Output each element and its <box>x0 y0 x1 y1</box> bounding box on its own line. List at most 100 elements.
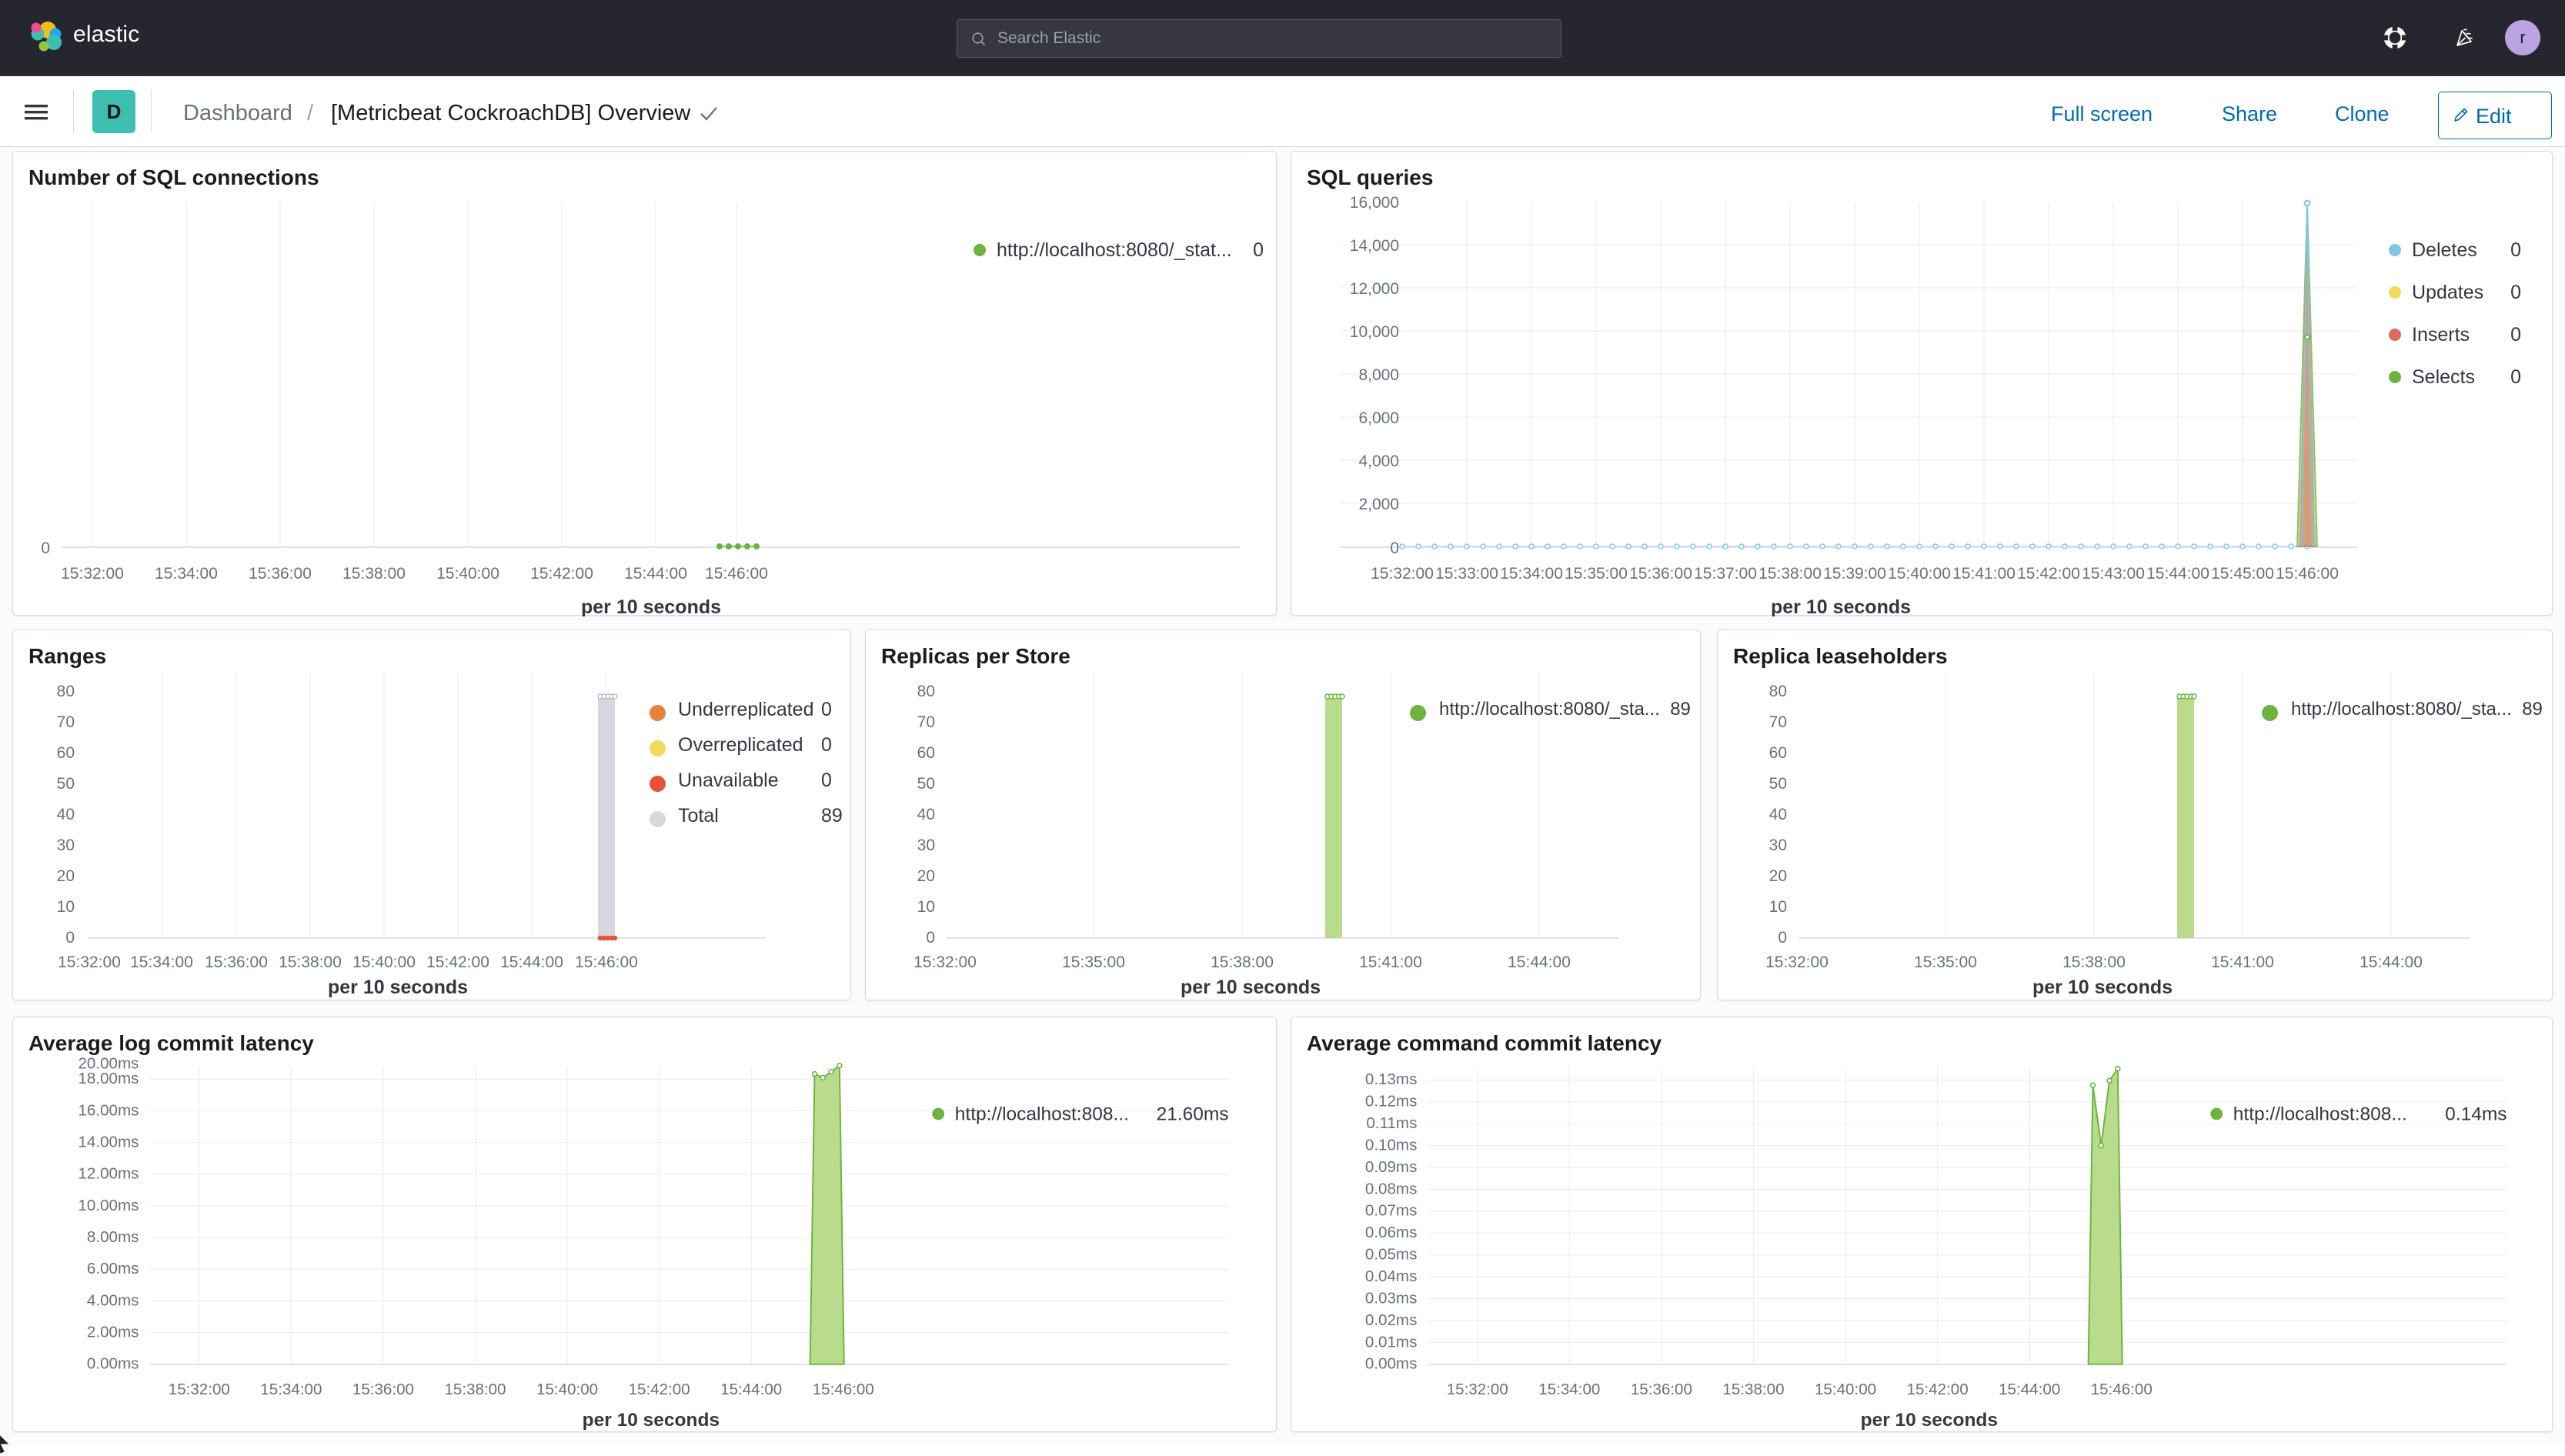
svg-text:0.14ms: 0.14ms <box>2445 1104 2507 1124</box>
svg-text:15:35:00: 15:35:00 <box>1914 953 1977 971</box>
svg-text:per 10 seconds: per 10 seconds <box>581 596 721 616</box>
svg-text:15:44:00: 15:44:00 <box>1999 1381 2060 1398</box>
svg-text:10,000: 10,000 <box>1350 323 1399 341</box>
svg-text:15:32:00: 15:32:00 <box>169 1381 230 1398</box>
svg-text:15:36:00: 15:36:00 <box>1629 565 1692 583</box>
svg-text:18.00ms: 18.00ms <box>78 1070 139 1087</box>
svg-text:4.00ms: 4.00ms <box>87 1291 139 1309</box>
svg-text:15:46:00: 15:46:00 <box>575 953 638 971</box>
svg-text:15:38:00: 15:38:00 <box>279 953 342 971</box>
svg-text:10: 10 <box>57 898 75 916</box>
svg-text:http://localhost:808...: http://localhost:808... <box>2233 1104 2407 1124</box>
svg-text:15:38:00: 15:38:00 <box>1211 953 1274 971</box>
svg-text:10: 10 <box>917 898 935 916</box>
svg-text:15:38:00: 15:38:00 <box>2062 953 2126 971</box>
svg-text:per 10 seconds: per 10 seconds <box>2032 977 2173 998</box>
svg-text:2.00ms: 2.00ms <box>87 1324 139 1341</box>
svg-text:per 10 seconds: per 10 seconds <box>583 1410 720 1431</box>
svg-text:15:38:00: 15:38:00 <box>1722 1381 1784 1398</box>
svg-text:0.04ms: 0.04ms <box>1365 1267 1417 1285</box>
svg-text:0.03ms: 0.03ms <box>1365 1289 1417 1307</box>
svg-text:15:34:00: 15:34:00 <box>130 953 193 971</box>
svg-text:15:38:00: 15:38:00 <box>1758 565 1822 583</box>
svg-text:0.13ms: 0.13ms <box>1365 1070 1417 1088</box>
svg-text:0: 0 <box>65 929 75 947</box>
svg-text:21.60ms: 21.60ms <box>1157 1104 1229 1124</box>
svg-text:Updates: Updates <box>2412 282 2483 303</box>
svg-text:30: 30 <box>1769 837 1787 854</box>
svg-text:15:40:00: 15:40:00 <box>1815 1381 1876 1398</box>
svg-text:70: 70 <box>1769 713 1787 731</box>
svg-text:10.00ms: 10.00ms <box>78 1197 139 1214</box>
svg-text:Inserts: Inserts <box>2412 324 2470 346</box>
svg-text:15:35:00: 15:35:00 <box>1565 565 1628 583</box>
svg-text:0.06ms: 0.06ms <box>1365 1224 1417 1241</box>
svg-text:20: 20 <box>57 867 75 885</box>
svg-text:15:32:00: 15:32:00 <box>61 565 124 583</box>
svg-text:50: 50 <box>57 775 75 793</box>
svg-text:15:46:00: 15:46:00 <box>2276 565 2339 583</box>
svg-text:0: 0 <box>2510 239 2521 261</box>
svg-text:15:39:00: 15:39:00 <box>1823 565 1886 583</box>
svg-text:30: 30 <box>917 837 935 854</box>
svg-text:20.00ms: 20.00ms <box>78 1055 139 1073</box>
svg-text:15:44:00: 15:44:00 <box>720 1381 782 1398</box>
svg-text:14.00ms: 14.00ms <box>78 1134 139 1151</box>
svg-text:15:44:00: 15:44:00 <box>500 953 563 971</box>
svg-text:15:32:00: 15:32:00 <box>1447 1381 1508 1398</box>
svg-text:8,000: 8,000 <box>1358 366 1399 384</box>
svg-text:70: 70 <box>917 713 935 731</box>
svg-text:16.00ms: 16.00ms <box>78 1101 139 1119</box>
svg-text:10: 10 <box>1769 898 1787 916</box>
svg-text:15:36:00: 15:36:00 <box>352 1381 414 1398</box>
svg-text:per 10 seconds: per 10 seconds <box>1861 1410 1998 1431</box>
svg-text:15:37:00: 15:37:00 <box>1694 565 1757 583</box>
svg-text:15:32:00: 15:32:00 <box>58 953 121 971</box>
svg-text:0.07ms: 0.07ms <box>1365 1202 1417 1220</box>
svg-text:15:34:00: 15:34:00 <box>155 565 218 583</box>
svg-text:0.11ms: 0.11ms <box>1366 1114 1417 1132</box>
svg-text:50: 50 <box>917 775 935 793</box>
svg-text:0.12ms: 0.12ms <box>1365 1093 1417 1110</box>
svg-text:0: 0 <box>2510 324 2521 346</box>
svg-text:0.02ms: 0.02ms <box>1365 1311 1417 1329</box>
svg-text:12.00ms: 12.00ms <box>78 1165 139 1183</box>
svg-text:15:32:00: 15:32:00 <box>1765 953 1829 971</box>
svg-text:15:46:00: 15:46:00 <box>2091 1381 2153 1398</box>
svg-text:15:44:00: 15:44:00 <box>2360 953 2423 971</box>
svg-text:0.00ms: 0.00ms <box>87 1355 139 1373</box>
svg-text:80: 80 <box>1769 683 1787 700</box>
svg-text:50: 50 <box>1769 775 1787 793</box>
svg-text:http://localhost:8080/_stat...: http://localhost:8080/_stat... <box>997 239 1232 261</box>
svg-text:15:41:00: 15:41:00 <box>1952 565 2016 583</box>
svg-text:60: 60 <box>917 744 935 762</box>
svg-text:0.08ms: 0.08ms <box>1365 1180 1417 1197</box>
svg-text:0.09ms: 0.09ms <box>1365 1158 1417 1176</box>
svg-text:15:44:00: 15:44:00 <box>2146 565 2209 583</box>
svg-text:20: 20 <box>1769 867 1787 885</box>
svg-text:15:42:00: 15:42:00 <box>530 565 593 583</box>
svg-text:12,000: 12,000 <box>1350 280 1399 298</box>
svg-text:0: 0 <box>2510 366 2521 388</box>
svg-text:15:38:00: 15:38:00 <box>342 565 406 583</box>
svg-text:6.00ms: 6.00ms <box>87 1260 139 1277</box>
svg-text:4,000: 4,000 <box>1358 452 1399 470</box>
svg-text:15:44:00: 15:44:00 <box>624 565 687 583</box>
svg-text:80: 80 <box>917 683 935 700</box>
svg-text:15:33:00: 15:33:00 <box>1435 565 1498 583</box>
svg-text:40: 40 <box>917 806 935 823</box>
svg-text:15:36:00: 15:36:00 <box>205 953 268 971</box>
svg-text:0.01ms: 0.01ms <box>1365 1333 1417 1351</box>
svg-text:0: 0 <box>2510 282 2521 303</box>
svg-text:Deletes: Deletes <box>2412 239 2477 261</box>
svg-text:http://localhost:808...: http://localhost:808... <box>955 1104 1129 1124</box>
svg-text:20: 20 <box>917 867 935 885</box>
svg-text:15:36:00: 15:36:00 <box>1631 1381 1692 1398</box>
svg-text:15:36:00: 15:36:00 <box>249 565 312 583</box>
svg-text:Selects: Selects <box>2412 366 2475 388</box>
svg-text:15:32:00: 15:32:00 <box>913 953 977 971</box>
svg-text:15:35:00: 15:35:00 <box>1062 953 1125 971</box>
svg-text:15:42:00: 15:42:00 <box>1907 1381 1969 1398</box>
svg-text:8.00ms: 8.00ms <box>87 1228 139 1246</box>
svg-text:15:32:00: 15:32:00 <box>1371 565 1434 583</box>
